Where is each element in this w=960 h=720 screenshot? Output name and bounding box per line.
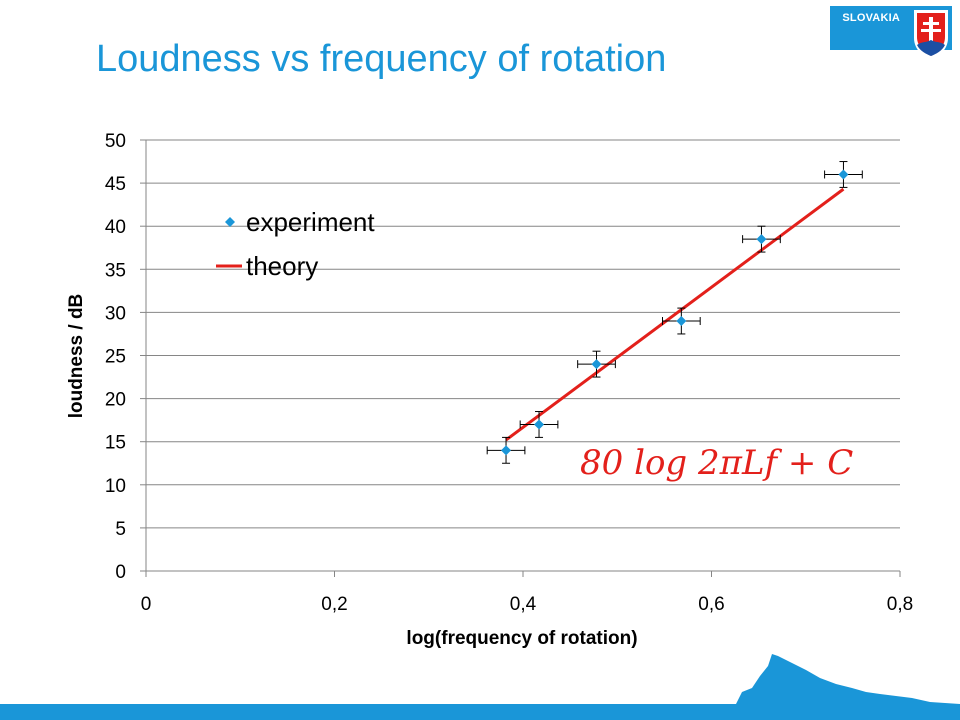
legend-experiment-label: experiment (246, 207, 375, 237)
x-tick-label: 0,2 (321, 594, 347, 615)
axes (140, 139, 901, 577)
experiment-marker (591, 359, 602, 370)
badge-country-label: SLOVAKIA (842, 12, 900, 24)
experiment-point (519, 411, 559, 438)
legend: experiment theory (216, 207, 375, 281)
y-tick-label: 25 (105, 347, 126, 368)
y-tick-label: 20 (105, 390, 126, 411)
y-axis-label: loudness / dB (66, 294, 87, 419)
legend-experiment-marker (225, 217, 235, 227)
theory-series (505, 187, 845, 442)
experiment-series (486, 161, 863, 464)
experiment-marker (756, 234, 767, 245)
country-badge: SLOVAKIA (830, 6, 952, 62)
page-title: Loudness vs frequency of rotation (96, 38, 667, 80)
y-tick-label: 35 (105, 260, 126, 281)
experiment-point (661, 307, 701, 335)
x-tick-label: 0,6 (698, 594, 724, 615)
experiment-marker (534, 419, 545, 430)
x-tick-label: 0,4 (510, 594, 537, 615)
bottom-band (0, 654, 960, 720)
experiment-marker (501, 445, 512, 456)
y-tick-label: 45 (105, 174, 126, 195)
bottom-stripe (0, 704, 960, 720)
experiment-point (486, 436, 526, 464)
theory-line (505, 187, 845, 442)
y-tick-label: 15 (105, 433, 126, 454)
experiment-point (742, 225, 781, 253)
experiment-marker (676, 316, 687, 327)
y-tick-label: 30 (105, 303, 126, 324)
y-tick-label: 50 (105, 131, 126, 152)
grid-lines (146, 139, 900, 529)
y-tick-label: 10 (105, 476, 126, 497)
tick-labels: 0 5 10 15 20 25 30 35 40 45 50 0 0,2 0,4 0,6 0,8 (105, 131, 913, 615)
theory-formula-annotation: 80 log 2πLf + C (580, 443, 853, 483)
y-tick-label: 40 (105, 217, 126, 238)
legend-theory-label: theory (246, 251, 318, 281)
x-tick-label: 0,8 (887, 594, 913, 615)
x-axis-label: log(frequency of rotation) (406, 628, 637, 649)
experiment-point (824, 161, 863, 188)
experiment-point (577, 350, 616, 378)
experiment-marker (838, 169, 849, 180)
y-tick-label: 0 (115, 562, 126, 583)
mountain-silhouette-icon (736, 654, 960, 720)
x-tick-label: 0 (141, 594, 152, 615)
y-tick-label: 5 (115, 519, 126, 540)
slovakia-coat-of-arms-icon (914, 10, 948, 60)
